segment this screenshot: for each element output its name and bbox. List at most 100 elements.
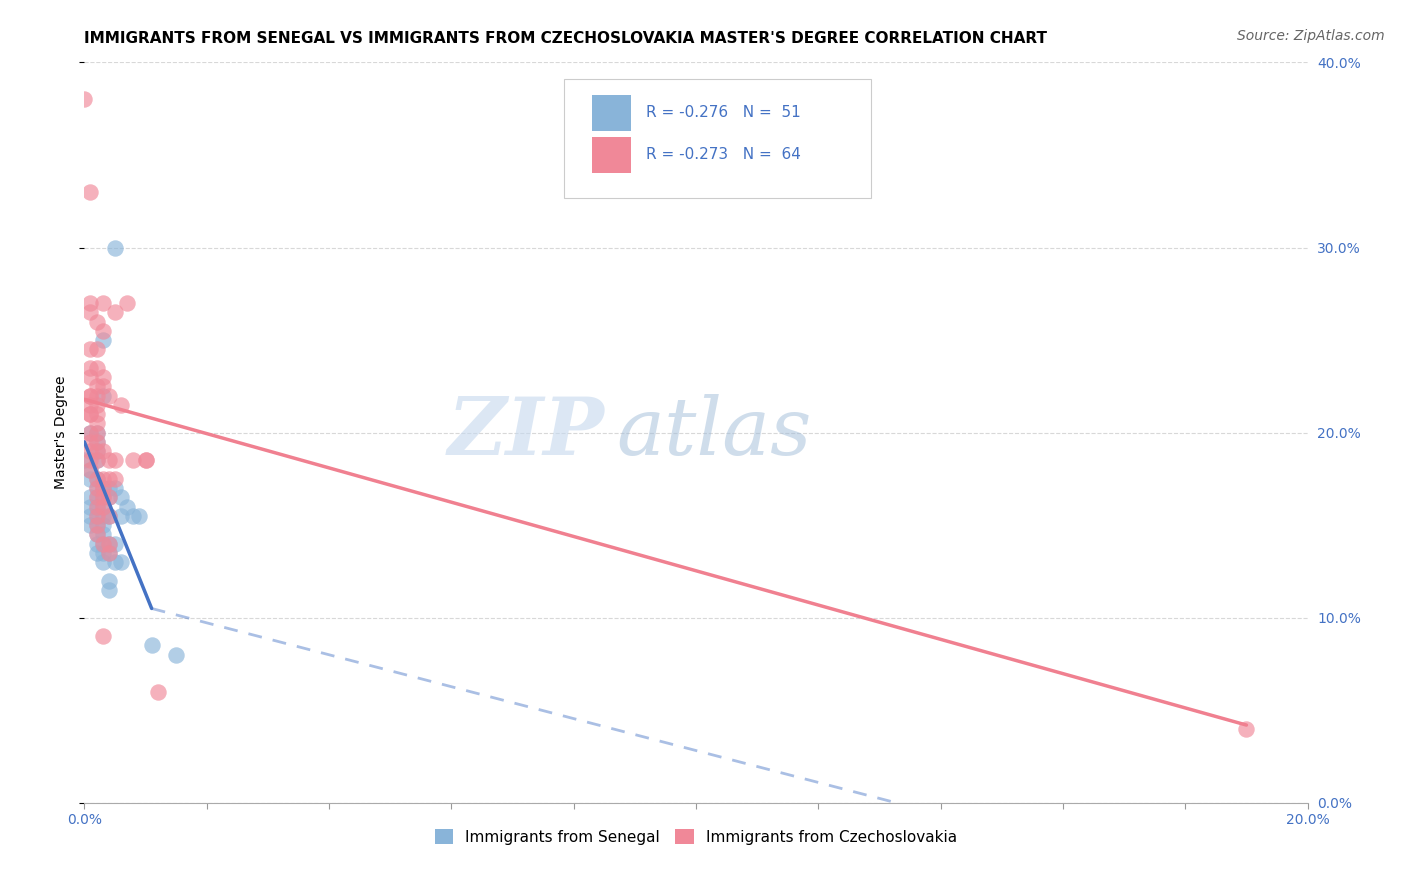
Point (122, 508, 145, 523)
Text: ZIP: ZIP (447, 394, 605, 471)
Point (104, 481, 127, 495)
Point (141, 639, 163, 653)
Point (86, 417, 108, 431)
Point (91, 324, 114, 338)
Point (97, 491, 120, 505)
Point (79, 370, 101, 384)
Point (91, 444, 114, 458)
Point (86, 518, 108, 533)
Bar (592, 137, 631, 173)
Point (97, 508, 120, 523)
Point (97, 546, 120, 560)
Point (86, 379, 108, 393)
Point (86, 360, 108, 375)
Point (91, 379, 114, 393)
Point (91, 296, 114, 310)
Point (86, 444, 108, 458)
Point (79, 444, 101, 458)
Point (79, 434, 101, 449)
Point (104, 555, 127, 569)
Point (86, 491, 108, 505)
Text: R = -0.273   N =  64: R = -0.273 N = 64 (645, 147, 800, 162)
Point (104, 240, 127, 255)
Point (97, 536, 120, 550)
Point (79, 491, 101, 505)
Point (86, 546, 108, 560)
Text: Source: ZipAtlas.com: Source: ZipAtlas.com (1237, 29, 1385, 43)
Point (91, 388, 114, 402)
Point (86, 536, 108, 550)
Point (79, 472, 101, 486)
Point (104, 472, 127, 486)
Point (115, 500, 138, 514)
Point (104, 536, 127, 550)
Point (86, 472, 108, 486)
Point (91, 555, 114, 569)
Point (79, 305, 101, 319)
Point (91, 527, 114, 541)
Point (128, 508, 150, 523)
Point (73, 92, 96, 106)
Text: atlas: atlas (616, 394, 811, 471)
Point (86, 314, 108, 328)
Point (91, 333, 114, 347)
Point (86, 527, 108, 541)
Point (110, 491, 132, 505)
Point (110, 398, 132, 412)
Point (86, 481, 108, 495)
Point (97, 491, 120, 505)
Point (97, 481, 120, 495)
Point (97, 508, 120, 523)
FancyBboxPatch shape (564, 78, 870, 198)
Point (86, 453, 108, 467)
Point (91, 370, 114, 384)
Point (122, 453, 145, 467)
Point (97, 388, 120, 402)
Point (79, 296, 101, 310)
Legend: Immigrants from Senegal, Immigrants from Czechoslovakia: Immigrants from Senegal, Immigrants from… (429, 823, 963, 851)
Point (91, 546, 114, 560)
Point (79, 425, 101, 440)
Point (86, 434, 108, 449)
Point (91, 500, 114, 514)
Point (110, 508, 132, 523)
Point (79, 185, 101, 199)
Point (97, 453, 120, 467)
Point (135, 453, 157, 467)
Point (91, 518, 114, 533)
Point (104, 453, 127, 467)
Point (86, 527, 108, 541)
Point (97, 546, 120, 560)
Point (146, 685, 169, 699)
Point (97, 582, 120, 597)
Point (91, 536, 114, 550)
Point (79, 500, 101, 514)
Point (97, 536, 120, 550)
Point (79, 425, 101, 440)
Point (91, 536, 114, 550)
Bar (592, 95, 631, 130)
Point (79, 407, 101, 421)
Point (91, 508, 114, 523)
Point (86, 425, 108, 440)
Point (86, 500, 108, 514)
Point (79, 508, 101, 523)
Point (86, 518, 108, 533)
Text: R = -0.276   N =  51: R = -0.276 N = 51 (645, 105, 800, 120)
Point (110, 555, 132, 569)
Point (91, 491, 114, 505)
Point (79, 453, 101, 467)
Point (115, 296, 138, 310)
Point (79, 407, 101, 421)
Point (91, 491, 114, 505)
Point (91, 481, 114, 495)
Point (86, 425, 108, 440)
Point (86, 472, 108, 486)
Point (79, 462, 101, 476)
Point (165, 648, 187, 662)
Point (91, 629, 114, 643)
Point (73, 453, 96, 467)
Y-axis label: Master's Degree: Master's Degree (55, 376, 69, 490)
Point (86, 444, 108, 458)
Point (86, 388, 108, 402)
